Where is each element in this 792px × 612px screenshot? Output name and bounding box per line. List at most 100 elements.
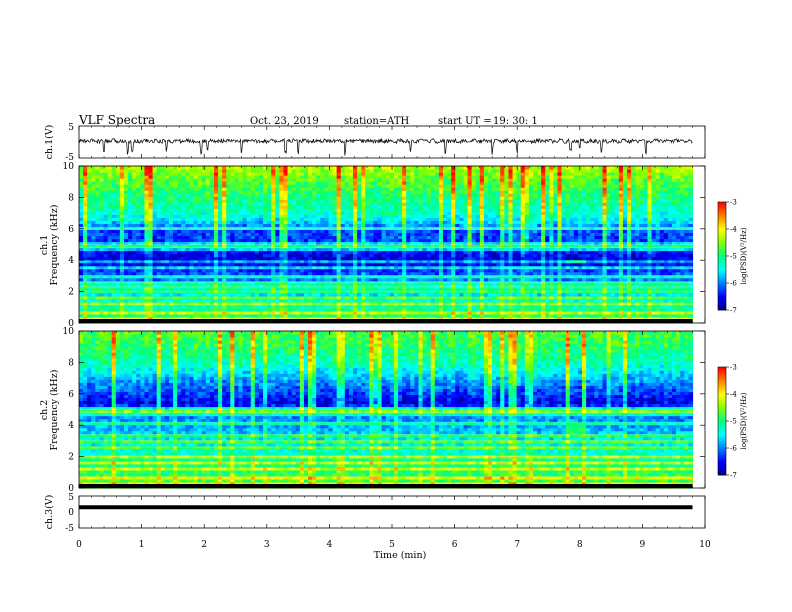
spectrogram-cell — [451, 250, 456, 255]
spectrogram-cell — [95, 232, 101, 237]
spectrogram-cell — [258, 181, 264, 185]
spectrogram-cell — [246, 280, 252, 285]
spectrogram-cell — [205, 304, 211, 309]
spectrogram-cell — [222, 295, 227, 300]
spectrogram-cell — [222, 292, 227, 297]
spectrogram-cell — [132, 271, 137, 276]
spectrogram-cell — [263, 283, 268, 288]
spectrogram-cell — [299, 244, 305, 249]
spectrogram-cell — [140, 304, 146, 309]
spectrogram-cell — [79, 307, 84, 312]
spectrogram-cell — [148, 277, 154, 282]
spectrogram-cell — [430, 283, 436, 288]
spectrogram-cell — [348, 286, 354, 291]
spectrogram-cell — [377, 304, 383, 309]
spectrogram-cell — [279, 283, 285, 288]
spectrogram-cell — [160, 208, 166, 212]
spectrogram-cell — [222, 202, 227, 206]
spectrogram-cell — [181, 229, 186, 234]
spectrogram-cell — [369, 169, 375, 173]
spectrogram-cell — [164, 262, 170, 267]
spectrogram-cell — [103, 226, 109, 230]
spectrogram-cell — [250, 301, 256, 306]
spectrogram-cell — [365, 196, 370, 200]
spectrogram-cell — [160, 316, 166, 321]
spectrogram-cell — [328, 304, 334, 309]
spectrogram-cell — [107, 274, 113, 279]
spectrogram-cell — [279, 235, 285, 240]
spectrogram-cell — [402, 214, 407, 218]
spectrogram-cell — [185, 298, 191, 303]
spectrogram-cell — [336, 265, 342, 270]
spectrogram-cell — [226, 181, 231, 185]
spectrogram-cell — [291, 187, 297, 191]
spectrogram-cell — [426, 190, 432, 194]
spectrogram-cell — [406, 274, 411, 279]
spectrogram-cell — [136, 283, 141, 288]
spectrogram-cell — [361, 253, 366, 258]
spectrogram-cell — [222, 283, 227, 288]
spectrogram-cell — [393, 280, 399, 285]
spectrogram-cell — [181, 295, 186, 300]
spectrogram-cell — [443, 301, 448, 306]
spectrogram-cell — [263, 217, 268, 221]
spectrogram-cell — [164, 268, 170, 273]
spectrogram-cell — [168, 286, 174, 291]
spectrogram-cell — [213, 271, 219, 276]
spectrogram-cell — [393, 289, 399, 294]
spectrogram-cell — [385, 307, 391, 312]
spectrogram-cell — [312, 187, 317, 191]
spectrogram-cell — [267, 307, 272, 312]
spectrogram-cell — [418, 244, 424, 249]
spectrogram-cell — [79, 244, 84, 249]
spectrogram-cell — [434, 286, 440, 291]
spectrogram-cell — [111, 283, 117, 288]
spectrogram-cell — [377, 181, 383, 185]
spectrogram-cell — [328, 202, 334, 206]
spectrogram-cell — [156, 196, 162, 200]
spectrogram-cell — [83, 256, 88, 261]
spectrogram-cell — [398, 259, 403, 264]
spectrogram-cell — [193, 295, 199, 300]
spectrogram-cell — [258, 283, 264, 288]
spectrogram-cell — [115, 214, 121, 218]
spectrogram-cell — [418, 256, 424, 261]
spectrogram-cell — [332, 220, 338, 224]
spectrogram-cell — [418, 196, 424, 200]
spectrogram-cell — [353, 223, 358, 227]
spectrogram-cell — [361, 292, 366, 297]
spectrogram-cell — [398, 253, 403, 258]
spectrogram-cell — [185, 271, 191, 276]
spectrogram-cell — [91, 250, 96, 255]
spectrogram-cell — [385, 235, 391, 240]
spectrogram-cell — [91, 181, 96, 185]
spectrogram-cell — [426, 181, 432, 185]
spectrogram-cell — [115, 178, 121, 182]
spectrogram-cell — [389, 304, 395, 309]
spectrogram-cell — [447, 241, 452, 246]
spectrogram-cell — [299, 199, 305, 203]
spectrogram-cell — [365, 214, 370, 218]
spectrogram-cell — [140, 181, 146, 185]
spectrogram-cell — [250, 271, 256, 276]
spectrogram-cell — [373, 256, 379, 261]
spectrogram-cell — [451, 313, 456, 318]
spectrogram-cell — [230, 295, 236, 300]
spectrogram-cell — [160, 187, 166, 191]
spectrogram-cell — [308, 277, 313, 282]
spectrogram-cell — [128, 217, 133, 221]
spectrogram-cell — [393, 253, 399, 258]
spectrogram-cell — [451, 190, 456, 194]
spectrogram-cell — [234, 205, 240, 209]
spectrogram-cell — [156, 271, 162, 276]
spectrogram-cell — [238, 268, 244, 273]
spectrogram-cell — [181, 223, 186, 227]
spectrogram-cell — [443, 187, 448, 191]
spectrogram-cell — [426, 232, 432, 237]
spectrogram-cell — [283, 217, 289, 221]
spectrogram-cell — [353, 295, 358, 300]
spectrogram-cell — [443, 178, 448, 182]
spectrogram-cell — [164, 292, 170, 297]
spectrogram-cell — [234, 304, 240, 309]
spectrogram-cell — [369, 223, 375, 227]
